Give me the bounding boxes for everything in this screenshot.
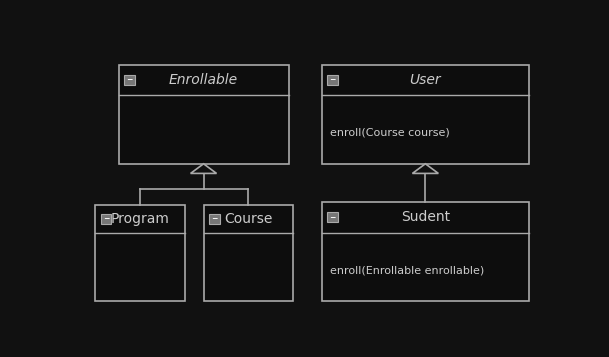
Text: enroll(Enrollable enrollable): enroll(Enrollable enrollable) — [330, 265, 484, 275]
Polygon shape — [412, 164, 438, 174]
Text: Course: Course — [224, 212, 273, 226]
Bar — [100, 214, 111, 224]
Bar — [203, 205, 294, 301]
Text: −: − — [211, 214, 217, 223]
Text: −: − — [126, 75, 133, 85]
Text: enroll(Course course): enroll(Course course) — [330, 128, 450, 138]
Bar — [209, 214, 220, 224]
Text: Program: Program — [110, 212, 169, 226]
Text: Sudent: Sudent — [401, 210, 450, 225]
Text: Enrollable: Enrollable — [169, 73, 238, 87]
Text: User: User — [410, 73, 441, 87]
Bar — [322, 202, 529, 301]
Bar — [95, 205, 185, 301]
Bar — [327, 212, 337, 222]
Bar — [322, 65, 529, 164]
Bar — [119, 65, 289, 164]
Text: −: − — [329, 213, 336, 222]
Text: −: − — [103, 214, 109, 223]
Bar — [327, 75, 337, 85]
Polygon shape — [191, 164, 217, 174]
Text: −: − — [329, 75, 336, 85]
Bar — [124, 75, 135, 85]
